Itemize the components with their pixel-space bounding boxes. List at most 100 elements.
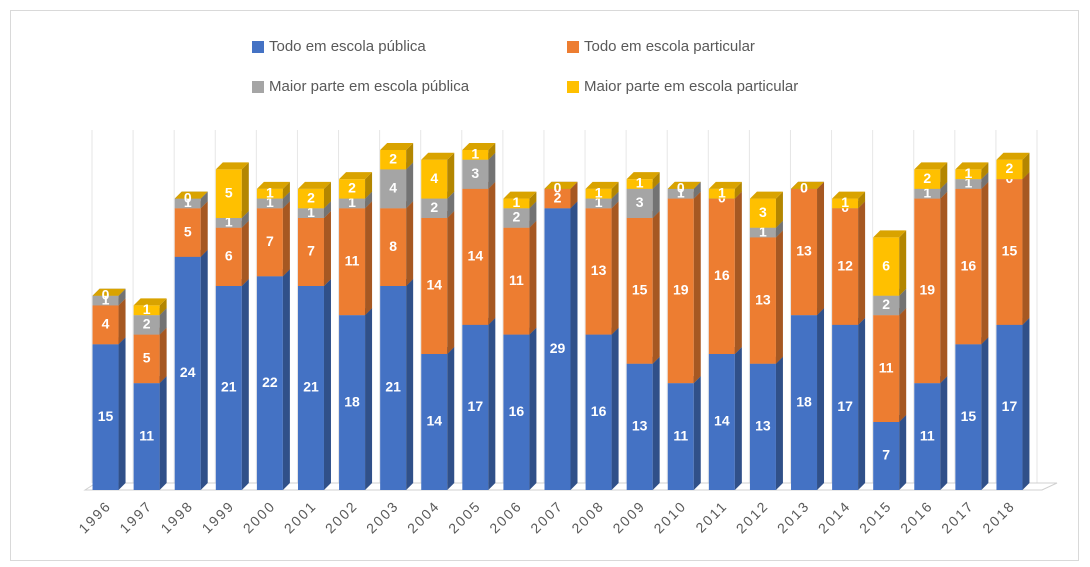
bar-top [544,181,578,189]
value-label: 24 [180,364,196,380]
bar [421,354,448,490]
value-label: 16 [961,257,977,273]
value-label: 1 [964,165,972,181]
bar [708,188,735,199]
bar-top [585,181,619,189]
bar [339,315,366,490]
bar-side [981,181,989,345]
bar-top [832,191,866,199]
value-label: 1 [841,194,849,210]
bar-side [611,181,619,199]
bar-side [529,327,537,490]
value-label: 7 [266,233,274,249]
bar-side [159,376,167,490]
value-label: 16 [591,403,607,419]
bar-side [406,162,414,209]
value-label: 2 [1006,160,1014,176]
bar-side [611,191,619,209]
value-label: 1 [143,301,151,317]
bar-side [775,220,783,238]
bar-side [981,337,989,490]
bar [873,315,900,422]
value-label: 6 [225,248,233,264]
bar [626,188,653,218]
bar-side [447,211,455,354]
value-label: 2 [554,189,562,205]
bar-top [626,172,660,180]
bar-side [529,201,537,228]
value-label: 3 [636,194,644,210]
bar-side [241,279,249,490]
bar [215,227,242,286]
bar-side [652,211,660,364]
bar [256,198,283,209]
bar-top [791,181,825,189]
bar [339,179,366,199]
bar-side [693,191,701,384]
bar-side [775,191,783,228]
value-label: 1 [677,184,685,200]
bar [873,295,900,316]
value-label: 29 [550,340,566,356]
bar [256,188,283,199]
value-label: 17 [1002,398,1018,414]
bar [585,334,612,490]
bar-side [734,181,742,199]
bar-side [529,220,537,335]
value-label: 21 [303,379,319,395]
bar-side [940,162,948,189]
value-label: 13 [591,262,607,278]
bar-side [365,201,373,316]
bar [544,208,571,491]
bar [421,159,448,199]
bar-side [118,288,126,306]
value-label: 6 [882,257,890,273]
bar-side [323,211,331,286]
bar [873,237,900,296]
bar-side [488,152,496,189]
bar [914,188,941,199]
bar-side [365,172,373,199]
bar [297,218,324,286]
bar [955,179,982,189]
bar-top [380,143,414,150]
bar [955,169,982,180]
bar [92,344,119,490]
bar-side [488,181,496,325]
bar-side [323,181,331,209]
value-label: 1 [266,184,274,200]
bar-side [734,191,742,354]
value-label: 19 [919,282,935,298]
bar [256,276,283,490]
bar [92,295,119,306]
bar [667,188,694,199]
value-label: 15 [632,282,648,298]
value-label: 2 [882,296,890,312]
bar [339,198,366,209]
bar [503,227,530,335]
value-label: 2 [923,170,931,186]
bar [791,188,818,316]
bar-side [1022,152,1030,180]
bar [339,208,366,316]
value-label: 5 [225,184,233,200]
bar-side [817,181,825,316]
bar-side [282,191,290,209]
bar [380,286,407,490]
bar [832,198,859,209]
bar [585,188,612,199]
bar [462,150,489,160]
value-label: 8 [389,238,397,254]
bar-side [200,191,208,209]
bar-top [297,181,331,189]
bar-side [611,201,619,335]
bar [667,198,694,384]
value-label: 2 [513,209,521,225]
bar-side [241,211,249,228]
bar [585,208,612,335]
bar-side [899,230,907,296]
bar [626,179,653,189]
bar-side [652,356,660,490]
bar [914,169,941,189]
value-label: 5 [143,350,151,366]
